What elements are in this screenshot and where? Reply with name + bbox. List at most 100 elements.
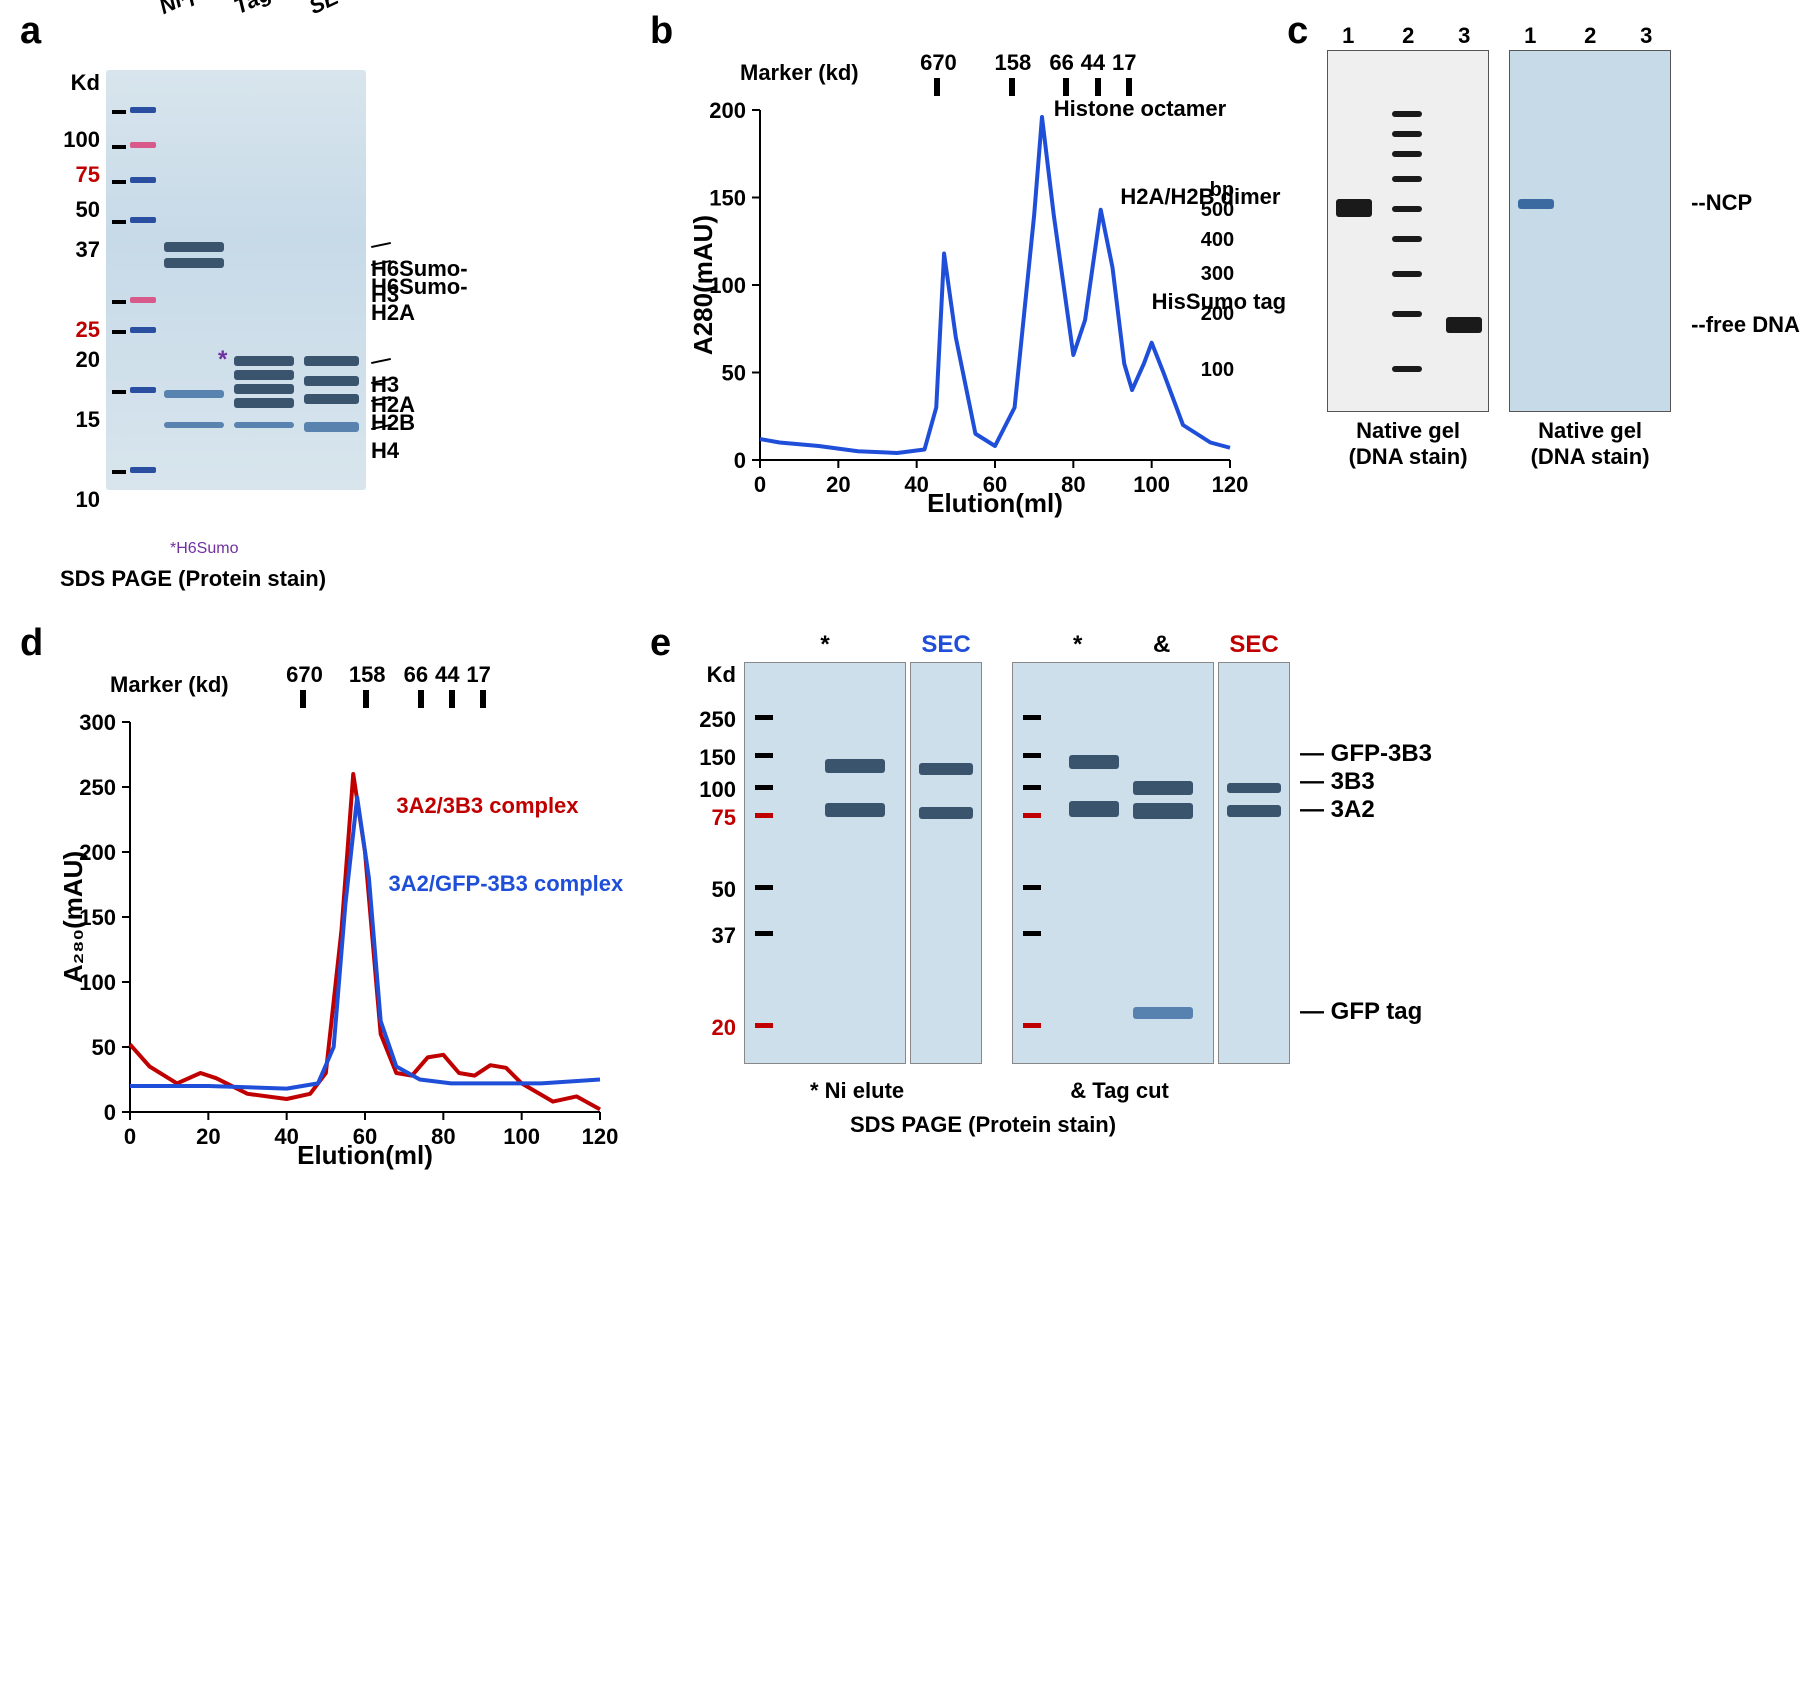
bp-value: 400 [1201, 229, 1234, 252]
kd-value: 75 [712, 805, 736, 831]
kd-value: 10 [76, 487, 100, 513]
kd-value: 20 [712, 1015, 736, 1041]
kd-value: 100 [699, 777, 736, 803]
lane-amp: & [1153, 631, 1170, 659]
panel-d-chart: 050100150200250300020406080100120Elution… [60, 712, 620, 1172]
svg-text:40: 40 [274, 1124, 298, 1149]
kd-value: 20 [76, 347, 100, 373]
marker-value: 158 [995, 50, 1032, 76]
marker-value: 670 [920, 50, 957, 76]
svg-text:100: 100 [503, 1124, 540, 1149]
svg-text:20: 20 [826, 472, 850, 497]
svg-text:0: 0 [734, 448, 746, 473]
panel-d: d Marker (kd)670158664417 05010015020025… [20, 632, 620, 1172]
band-label: — 3B3 [1300, 768, 1375, 796]
panel-c: c 1 2 3 bp500400300200100 [1287, 20, 1793, 592]
kd-value: 50 [76, 197, 100, 223]
figure-grid: a Kd 10075503725201510 Ni-purifiedTag cu… [20, 20, 1793, 1172]
kd-value: 37 [76, 237, 100, 263]
marker-header: Marker (kd) [110, 672, 229, 698]
band-label: — 3A2 [1300, 796, 1375, 824]
svg-text:120: 120 [582, 1124, 619, 1149]
bp-value: 500 [1201, 199, 1234, 222]
svg-text:50: 50 [722, 361, 746, 386]
kd-value: 150 [699, 745, 736, 771]
svg-text:80: 80 [1061, 472, 1085, 497]
svg-text:Elution(ml): Elution(ml) [297, 1140, 433, 1170]
svg-text:Elution(ml): Elution(ml) [927, 488, 1063, 518]
lane-label: Tag cut [230, 0, 311, 20]
band-label: — GFP tag [1300, 998, 1422, 1026]
bp-value: 100 [1201, 359, 1234, 382]
svg-text:300: 300 [79, 712, 116, 735]
svg-text:A₂₈₀(mAU): A₂₈₀(mAU) [60, 851, 88, 983]
kd-value: 15 [76, 407, 100, 433]
sec-label: SEC [911, 631, 981, 659]
panel-b-label: b [650, 10, 673, 53]
bp-value: 200 [1201, 303, 1234, 326]
panel-e-footnote-left: * Ni elute [810, 1078, 904, 1103]
lane-star: * [1073, 631, 1082, 659]
bp-value: 300 [1201, 263, 1234, 286]
marker-value: 66 [404, 662, 428, 688]
gel-band-label: --free DNA [1691, 312, 1800, 338]
panel-c-caption-right: Native gel (DNA stain) [1509, 418, 1671, 470]
kd-value: 25 [76, 317, 100, 343]
panel-a-asterisk-note: *H6Sumo [170, 540, 620, 558]
marker-value: 66 [1049, 50, 1073, 76]
panel-e-label: e [650, 622, 671, 665]
marker-tick-icon [1126, 78, 1132, 96]
lane-num: 2 [1584, 23, 1596, 49]
kd-value: 50 [712, 877, 736, 903]
svg-text:20: 20 [196, 1124, 220, 1149]
svg-text:200: 200 [709, 100, 746, 123]
band-label: — GFP-3B3 [1300, 740, 1432, 768]
marker-tick-icon [480, 690, 486, 708]
panel-e-gel-1: * [744, 662, 906, 1064]
marker-tick-icon [934, 78, 940, 96]
svg-text:A280(mAU): A280(mAU) [690, 215, 718, 355]
asterisk-icon: * [218, 346, 227, 374]
gel-band-label: --NCP [1691, 190, 1752, 216]
panel-a-label: a [20, 10, 41, 53]
marker-value: 670 [286, 662, 323, 688]
svg-text:250: 250 [79, 775, 116, 800]
panel-c-caption-left: Native gel (DNA stain) [1327, 418, 1489, 470]
svg-text:80: 80 [431, 1124, 455, 1149]
marker-value: 17 [1112, 50, 1136, 76]
kd-value: 75 [76, 162, 100, 188]
chart-annotation: Histone octamer [1054, 96, 1226, 122]
marker-tick-icon [1063, 78, 1069, 96]
marker-header: Marker (kd) [740, 60, 859, 86]
lane-num: 2 [1402, 23, 1414, 49]
marker-tick-icon [363, 690, 369, 708]
marker-value: 158 [349, 662, 386, 688]
marker-value: 44 [1081, 50, 1105, 76]
panel-e-gel-2-sec: SEC [1218, 662, 1290, 1064]
marker-value: 17 [466, 662, 490, 688]
lane-num: 1 [1524, 23, 1536, 49]
panel-c-label: c [1287, 10, 1308, 53]
sec-label: SEC [1219, 631, 1289, 659]
lane-num: 1 [1342, 23, 1354, 49]
marker-tick-icon [1009, 78, 1015, 96]
marker-value: 44 [435, 662, 459, 688]
svg-text:120: 120 [1212, 472, 1249, 497]
marker-tick-icon [449, 690, 455, 708]
panel-e-gel-1-sec: SEC [910, 662, 982, 1064]
panel-a-kd-column: Kd 10075503725201510 [60, 70, 100, 520]
kd-header: Kd [71, 70, 100, 96]
lane-num: 3 [1640, 23, 1652, 49]
panel-e: e Kd 25015010075503720 * SEC * & [650, 632, 1793, 1172]
marker-tick-icon [300, 690, 306, 708]
kd-value: 37 [712, 923, 736, 949]
svg-text:0: 0 [124, 1124, 136, 1149]
svg-text:0: 0 [754, 472, 766, 497]
svg-text:150: 150 [709, 186, 746, 211]
svg-text:50: 50 [92, 1035, 116, 1060]
panel-a: a Kd 10075503725201510 Ni-purifiedTag cu… [20, 20, 620, 592]
chart-annotation: 3A2/3B3 complex [396, 793, 578, 819]
panel-e-gel-2: * & [1012, 662, 1214, 1064]
chart-annotation: 3A2/GFP-3B3 complex [389, 871, 624, 897]
lane-label: SEC [305, 0, 357, 20]
